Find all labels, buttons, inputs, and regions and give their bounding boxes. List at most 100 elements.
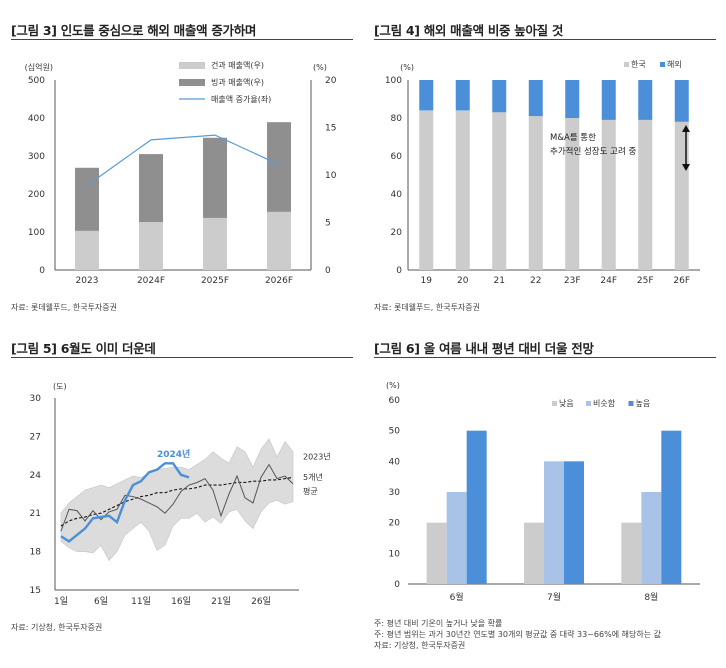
y-tick-label: 200 [28, 190, 45, 200]
bar-overseas [674, 80, 689, 122]
series-5yr-average-line [60, 476, 294, 527]
y-tick-label: 0 [39, 266, 45, 276]
figure-4-title: [그림 4] 해외 매출액 비중 높아질 것 [374, 23, 564, 38]
bar-overseas [638, 80, 653, 120]
figure-6-chart: (%) 0 10 20 30 40 50 60 6월 7월 8월 낮음 비슷함 높음 [386, 381, 700, 603]
bar-confectionery [139, 222, 163, 270]
bar-confectionery [203, 217, 227, 270]
bar-domestic [601, 119, 616, 271]
bar-icecream [203, 137, 227, 218]
y2-tick-label: 15 [325, 124, 336, 134]
figure-6-title: [그림 6] 올 여름 내내 평년 대비 더울 전망 [374, 341, 594, 356]
y-tick-label: 100 [385, 76, 402, 86]
y-tick-label: 100 [28, 228, 45, 238]
series-2024-line [60, 462, 190, 543]
y-tick-label: 24 [30, 471, 42, 481]
bar-similar [544, 461, 564, 584]
x-tick-label: 26일 [251, 596, 271, 607]
x-tick-label: 25F [637, 276, 654, 286]
x-tick-label: 1일 [54, 596, 68, 607]
y-tick-label: 18 [30, 548, 42, 558]
legend-swatch [179, 62, 205, 69]
annotation-line-1: M&A를 통한 [550, 133, 596, 143]
y-tick-label: 300 [28, 152, 45, 162]
figure-4-source: 자료: 롯데웰푸드, 한국투자증권 [374, 303, 481, 312]
figure-5-title: [그림 5] 6월도 이미 더운데 [11, 341, 156, 356]
y-axis-unit-label: (도) [53, 382, 67, 391]
x-tick-label: 6월 [450, 591, 464, 603]
legend-label: 빙과 매출액(우) [211, 77, 264, 87]
y-tick-label: 40 [389, 457, 401, 467]
y-tick-label: 500 [28, 76, 45, 86]
x-tick-label: 26F [673, 276, 690, 286]
bar-overseas [492, 80, 507, 113]
bar-domestic [565, 118, 580, 270]
annotation-line-2: 추가적인 성장도 고려 중 [550, 146, 636, 157]
bar-icecream [139, 154, 163, 223]
bar-below [621, 522, 642, 584]
bar-below [524, 522, 544, 584]
bar-overseas [528, 80, 543, 117]
y-tick-label: 20 [391, 228, 403, 238]
y-axis-unit-label: (십억원) [25, 62, 53, 72]
bar-above [661, 430, 682, 584]
y2-tick-label: 0 [325, 266, 331, 276]
x-tick-label: 23F [564, 276, 581, 286]
series-label-2023: 2023년 [303, 451, 331, 461]
y2-tick-label: 10 [325, 171, 337, 181]
figure-3-panel: [그림 3] 인도를 중심으로 해외 매출액 증가하며 (십억원) (%) 0 100… [11, 23, 353, 314]
y-tick-label: 80 [391, 114, 403, 124]
legend-swatch [628, 401, 634, 406]
y-tick-label: 0 [394, 580, 400, 590]
legend-swatch [586, 401, 591, 406]
bar-domestic [419, 110, 434, 271]
y-tick-label: 40 [391, 190, 403, 200]
x-tick-label: 22 [530, 276, 541, 286]
legend-label: 낮음 [559, 398, 574, 408]
bar-overseas [601, 80, 616, 120]
legend-label: 비슷함 [593, 399, 616, 408]
figure-6-rule [374, 357, 716, 358]
x-tick-label: 21일 [211, 596, 231, 607]
x-tick-label: 2023 [76, 276, 99, 286]
x-tick-label: 20 [457, 276, 469, 286]
legend-label: 매출액 증가율(좌) [211, 94, 271, 104]
y-axis-unit-label: (%) [386, 381, 400, 390]
bar-confectionery [75, 230, 99, 270]
x-tick-label: 7월 [547, 591, 561, 603]
x-tick-label: 2025F [201, 276, 229, 286]
x-tick-label: 19 [421, 276, 433, 286]
bar-icecream [75, 167, 99, 231]
bar-domestic [455, 110, 470, 271]
annotation-arrow-head-up [682, 125, 690, 132]
x-tick-label: 8월 [644, 591, 658, 603]
x-tick-label: 2026F [265, 276, 293, 286]
annotation-arrow-head-down [682, 164, 690, 171]
bar-overseas [455, 80, 470, 111]
figure-3-chart: (십억원) (%) 0 100 200 300 400 500 0 5 10 15 20 2023 2024… [25, 60, 337, 286]
bar-overseas [565, 80, 580, 118]
figure-4-panel: [그림 4] 해외 매출액 비중 높아질 것 (%) 0 20 40 60 80 100 19… [374, 23, 716, 314]
legend-swatch [660, 62, 665, 67]
figure-3-source: 자료: 롯데웰푸드, 한국투자증권 [11, 303, 118, 312]
bar-domestic [528, 116, 543, 270]
x-tick-label: 21 [494, 276, 505, 286]
figure-6-panel: [그림 6] 올 여름 내내 평년 대비 더울 전망 (%) 0 10 20 30 40 5… [374, 341, 716, 662]
figure-4-rule [374, 39, 716, 40]
legend-label: 건과 매출액(우) [211, 60, 264, 70]
series-label-average-2: 평균 [303, 486, 318, 496]
bar-similar [641, 492, 662, 584]
legend-label: 해외 [667, 59, 682, 69]
y-tick-label: 0 [396, 266, 402, 276]
y-tick-label: 27 [30, 432, 41, 442]
legend-swatch [624, 62, 629, 67]
y-tick-label: 60 [391, 152, 403, 162]
legend-swatch [179, 79, 205, 86]
y-tick-label: 50 [389, 427, 401, 437]
x-tick-label: 2024F [137, 276, 165, 286]
y2-tick-label: 5 [325, 219, 331, 229]
bar-below [426, 522, 447, 584]
figure-5-panel: [그림 5] 6월도 이미 더운데 (도) 15 18 21 24 27 30 1일 6일 11일… [11, 341, 353, 642]
y-tick-label: 400 [28, 114, 45, 124]
bar-above [564, 461, 584, 584]
